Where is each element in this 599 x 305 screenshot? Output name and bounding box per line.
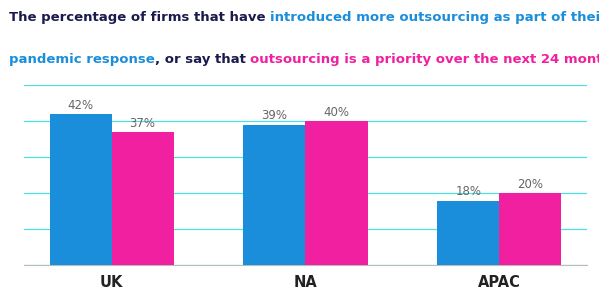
Bar — [437, 201, 500, 265]
Text: The percentage of firms that have: The percentage of firms that have — [9, 11, 270, 24]
Text: 20%: 20% — [518, 178, 543, 191]
Text: 39%: 39% — [262, 109, 288, 123]
Bar — [111, 132, 174, 265]
Text: outsourcing is a priority over the next 24 months: outsourcing is a priority over the next … — [250, 53, 599, 66]
Bar — [500, 193, 561, 265]
Bar — [305, 121, 368, 265]
Text: , or say that: , or say that — [155, 53, 250, 66]
Bar — [243, 125, 305, 265]
Text: introduced more outsourcing as part of their: introduced more outsourcing as part of t… — [270, 11, 599, 24]
Text: pandemic response: pandemic response — [9, 53, 155, 66]
Bar — [50, 114, 111, 265]
Text: 18%: 18% — [455, 185, 482, 198]
Text: 42%: 42% — [68, 99, 93, 112]
Text: 40%: 40% — [323, 106, 349, 119]
Text: 37%: 37% — [129, 117, 156, 130]
